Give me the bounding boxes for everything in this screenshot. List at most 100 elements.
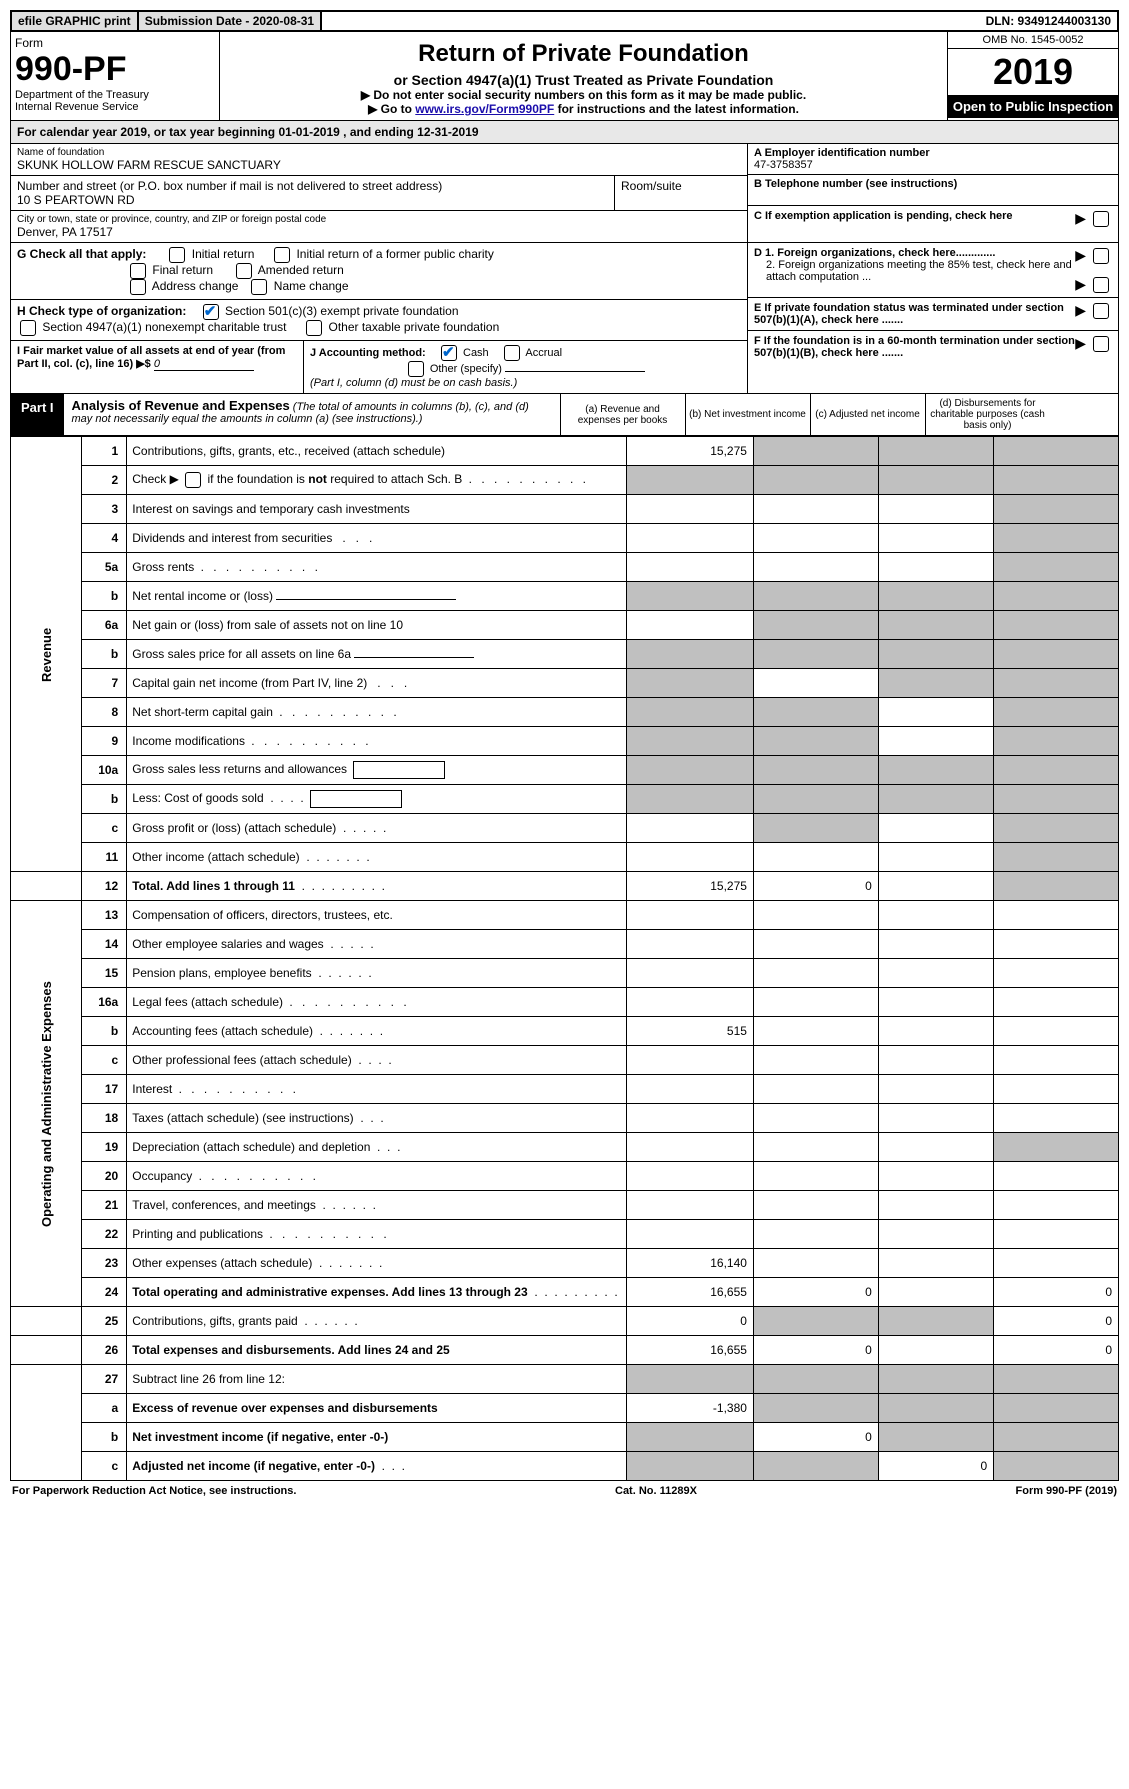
- d1-cell: D 1. Foreign organizations, check here..…: [748, 243, 1118, 298]
- table-row: 5aGross rents: [11, 553, 1119, 582]
- checkbox-f[interactable]: [1093, 336, 1109, 352]
- table-row: cOther professional fees (attach schedul…: [11, 1046, 1119, 1075]
- table-row: 24Total operating and administrative exp…: [11, 1278, 1119, 1307]
- table-row: bNet investment income (if negative, ent…: [11, 1423, 1119, 1452]
- irs-link[interactable]: www.irs.gov/Form990PF: [415, 102, 554, 116]
- calendar-year-line: For calendar year 2019, or tax year begi…: [10, 121, 1119, 144]
- dept-treasury: Department of the Treasury: [15, 89, 215, 101]
- checkbox-accrual[interactable]: [504, 345, 520, 361]
- form-word: Form: [15, 36, 215, 50]
- e-cell: E If private foundation status was termi…: [748, 298, 1118, 331]
- arrow-icon: ▶: [1075, 210, 1086, 227]
- table-row: bNet rental income or (loss): [11, 582, 1119, 611]
- checkbox-other-method[interactable]: [408, 361, 424, 377]
- header-left: Form 990-PF Department of the Treasury I…: [11, 32, 220, 120]
- g-row: G Check all that apply: Initial return I…: [11, 243, 747, 300]
- revenue-sidelabel: Revenue: [11, 437, 82, 872]
- checkbox-other-taxable[interactable]: [306, 320, 322, 336]
- check-block: G Check all that apply: Initial return I…: [10, 243, 1119, 394]
- table-row: 15Pension plans, employee benefits . . .…: [11, 959, 1119, 988]
- checkbox-amended[interactable]: [236, 263, 252, 279]
- omb-number: OMB No. 1545-0052: [948, 32, 1118, 49]
- col-c-header: (c) Adjusted net income: [811, 394, 926, 435]
- table-row: 10aGross sales less returns and allowanc…: [11, 756, 1119, 785]
- arrow-icon: ▶: [1075, 247, 1086, 264]
- col-a-header: (a) Revenue and expenses per books: [561, 394, 686, 435]
- checkbox-e[interactable]: [1093, 303, 1109, 319]
- checkbox-d1[interactable]: [1093, 248, 1109, 264]
- table-row: bAccounting fees (attach schedule) . . .…: [11, 1017, 1119, 1046]
- checkbox-4947[interactable]: [20, 320, 36, 336]
- table-row: 19Depreciation (attach schedule) and dep…: [11, 1133, 1119, 1162]
- form-title: Return of Private Foundation: [224, 40, 943, 68]
- table-row: bGross sales price for all assets on lin…: [11, 640, 1119, 669]
- h-row: H Check type of organization: Section 50…: [11, 300, 747, 341]
- foundation-name-cell: Name of foundation SKUNK HOLLOW FARM RES…: [11, 144, 747, 176]
- cat-no: Cat. No. 11289X: [615, 1485, 697, 1497]
- table-row: 4Dividends and interest from securities …: [11, 524, 1119, 553]
- table-row: 21Travel, conferences, and meetings . . …: [11, 1191, 1119, 1220]
- checkbox-501c3[interactable]: [203, 304, 219, 320]
- checkbox-initial-former[interactable]: [274, 247, 290, 263]
- table-row: Operating and Administrative Expenses 13…: [11, 901, 1119, 930]
- table-row: 22Printing and publications: [11, 1220, 1119, 1249]
- info-left: Name of foundation SKUNK HOLLOW FARM RES…: [11, 144, 748, 242]
- checkbox-d2[interactable]: [1093, 277, 1109, 293]
- top-bar: efile GRAPHIC print Submission Date - 20…: [10, 10, 1119, 32]
- table-row: 16aLegal fees (attach schedule): [11, 988, 1119, 1017]
- paperwork-notice: For Paperwork Reduction Act Notice, see …: [12, 1485, 296, 1497]
- info-right: A Employer identification number 47-3758…: [748, 144, 1118, 242]
- form-header: Form 990-PF Department of the Treasury I…: [10, 32, 1119, 121]
- checkbox-addr-change[interactable]: [130, 279, 146, 295]
- part1-desc: Analysis of Revenue and Expenses (The to…: [64, 394, 561, 435]
- col-d-header: (d) Disbursements for charitable purpose…: [926, 394, 1050, 435]
- j-cell: J Accounting method: Cash Accrual Other …: [304, 341, 747, 393]
- header-right: OMB No. 1545-0052 2019 Open to Public In…: [947, 32, 1118, 120]
- address-cell: Number and street (or P.O. box number if…: [11, 176, 615, 210]
- checkbox-final[interactable]: [130, 263, 146, 279]
- table-row: 8Net short-term capital gain: [11, 698, 1119, 727]
- form-number: 990-PF: [15, 50, 215, 89]
- table-row: Revenue 1 Contributions, gifts, grants, …: [11, 437, 1119, 466]
- dept-irs: Internal Revenue Service: [15, 101, 215, 113]
- table-row: 11Other income (attach schedule) . . . .…: [11, 843, 1119, 872]
- table-row: 3Interest on savings and temporary cash …: [11, 495, 1119, 524]
- exemption-pending-cell: C If exemption application is pending, c…: [748, 206, 1118, 231]
- check-left: G Check all that apply: Initial return I…: [11, 243, 748, 393]
- column-headers: (a) Revenue and expenses per books (b) N…: [561, 394, 1118, 435]
- checkbox-initial[interactable]: [169, 247, 185, 263]
- page-footer: For Paperwork Reduction Act Notice, see …: [10, 1481, 1119, 1501]
- part1-header: Part I Analysis of Revenue and Expenses …: [10, 394, 1119, 436]
- telephone-cell: B Telephone number (see instructions): [748, 175, 1118, 206]
- checkbox-sch-b[interactable]: [185, 472, 201, 488]
- table-row: cGross profit or (loss) (attach schedule…: [11, 814, 1119, 843]
- table-row: 7Capital gain net income (from Part IV, …: [11, 669, 1119, 698]
- room-cell: Room/suite: [615, 176, 747, 210]
- check-right: D 1. Foreign organizations, check here..…: [748, 243, 1118, 393]
- table-row: 2 Check ▶ if the foundation is not requi…: [11, 466, 1119, 495]
- table-row: 26Total expenses and disbursements. Add …: [11, 1336, 1119, 1365]
- form-ref: Form 990-PF (2019): [1016, 1485, 1117, 1497]
- dln-label: DLN: 93491244003130: [980, 12, 1117, 30]
- form-subtitle: or Section 4947(a)(1) Trust Treated as P…: [224, 72, 943, 88]
- table-row: 20Occupancy: [11, 1162, 1119, 1191]
- table-row: 18Taxes (attach schedule) (see instructi…: [11, 1104, 1119, 1133]
- table-row: aExcess of revenue over expenses and dis…: [11, 1394, 1119, 1423]
- table-row: 27Subtract line 26 from line 12:: [11, 1365, 1119, 1394]
- i-value: 0: [154, 358, 254, 371]
- checkbox-cash[interactable]: [441, 345, 457, 361]
- checkbox-name-change[interactable]: [251, 279, 267, 295]
- city-cell: City or town, state or province, country…: [11, 211, 747, 242]
- i-cell: I Fair market value of all assets at end…: [11, 341, 304, 393]
- table-row: 12Total. Add lines 1 through 11 . . . . …: [11, 872, 1119, 901]
- arrow-icon: ▶: [1075, 302, 1086, 319]
- table-row: 25Contributions, gifts, grants paid . . …: [11, 1307, 1119, 1336]
- tax-year: 2019: [948, 49, 1118, 95]
- table-row: 17Interest: [11, 1075, 1119, 1104]
- table-row: 14Other employee salaries and wages . . …: [11, 930, 1119, 959]
- efile-print-label[interactable]: efile GRAPHIC print: [12, 12, 139, 30]
- col-b-header: (b) Net investment income: [686, 394, 811, 435]
- arrow-icon: ▶: [1075, 335, 1086, 352]
- instr-goto: ▶ Go to www.irs.gov/Form990PF for instru…: [224, 102, 943, 116]
- checkbox-c[interactable]: [1093, 211, 1109, 227]
